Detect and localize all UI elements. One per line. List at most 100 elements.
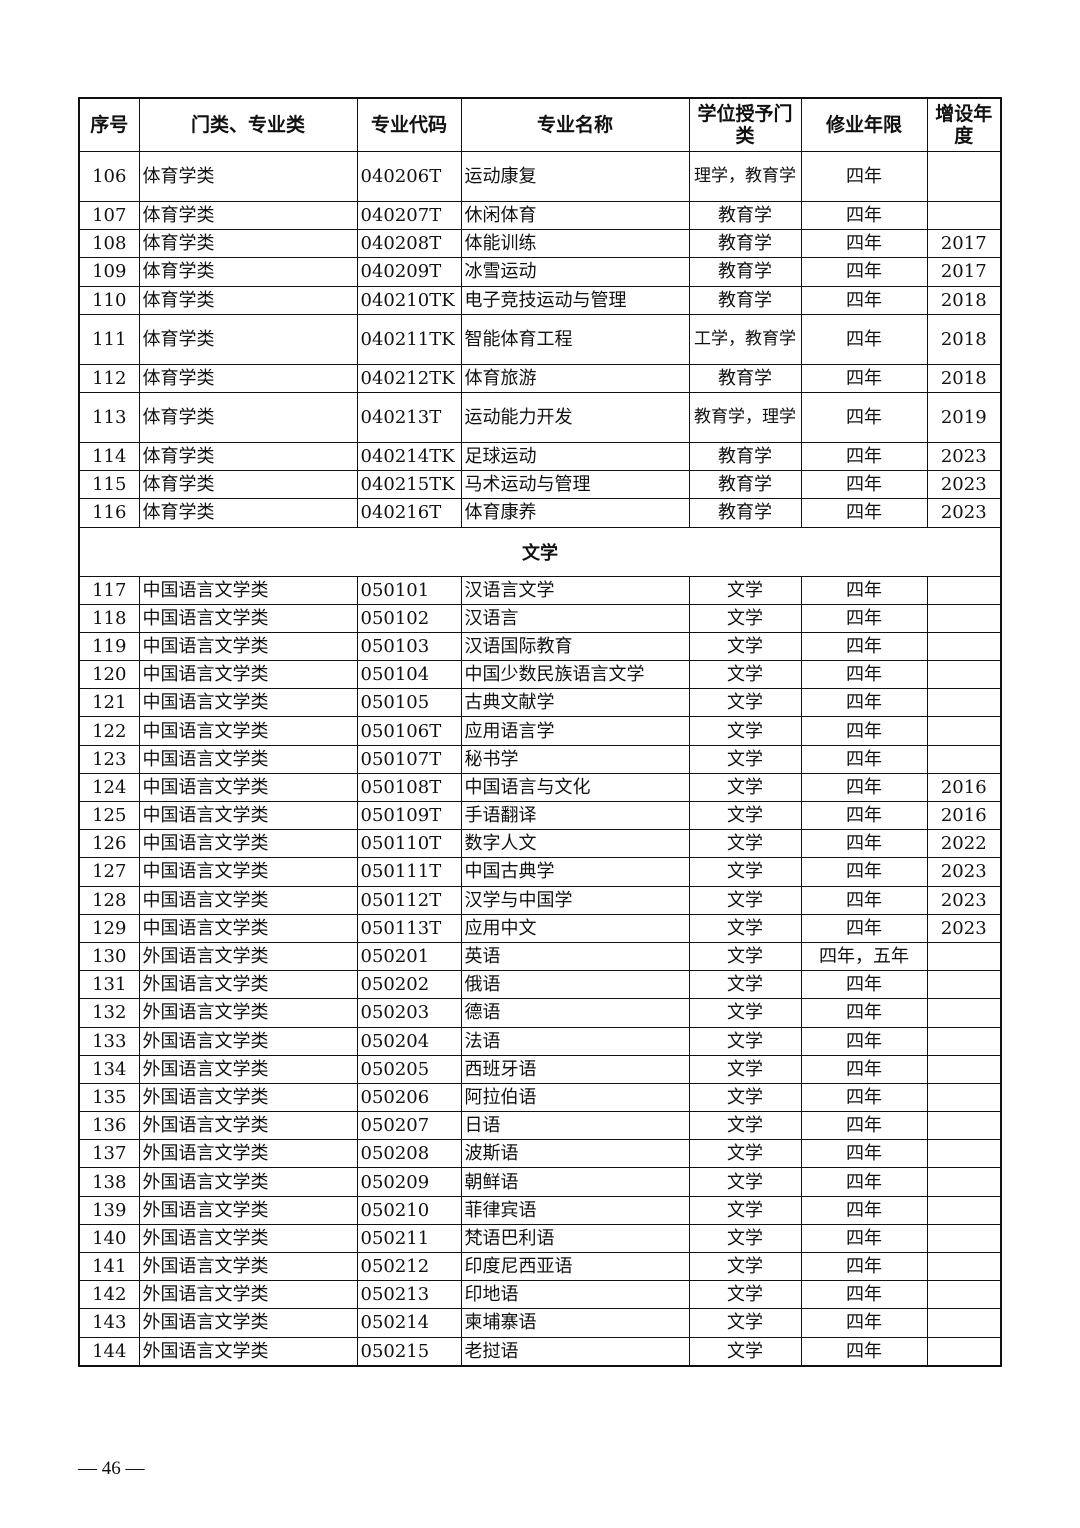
row-index: 144: [78, 1336, 140, 1367]
row-index: 131: [78, 970, 140, 1000]
major-name: 法语: [460, 1026, 690, 1056]
major-code: 050102: [356, 603, 462, 633]
degree: 文学: [688, 1167, 802, 1197]
duration: 四年: [800, 313, 928, 365]
major-name: 马术运动与管理: [460, 470, 690, 500]
duration: 四年: [800, 151, 928, 202]
row-index: 119: [78, 631, 140, 662]
category: 体育学类: [138, 229, 358, 259]
degree: 教育学: [688, 285, 802, 315]
table-row: 114 体育学类 040214TK 足球运动 教育学 四年 2023: [78, 441, 1002, 472]
category: 外国语言文学类: [138, 1251, 358, 1282]
major-code: 050204: [356, 1026, 462, 1056]
major-code: 050212: [356, 1251, 462, 1282]
major-name: 体育康养: [460, 498, 690, 528]
year-added: [926, 1280, 1002, 1310]
year-added: [926, 631, 1002, 662]
major-name: 休闲体育: [460, 200, 690, 231]
category: 中国语言文学类: [138, 913, 358, 943]
degree: 文学: [688, 603, 802, 633]
section-row: 文学: [78, 526, 1002, 577]
major-code: 050201: [356, 941, 462, 972]
major-name: 应用语言学: [460, 716, 690, 746]
category: 中国语言文学类: [138, 716, 358, 746]
major-code: 050211: [356, 1223, 462, 1254]
table-row: 139 外国语言文学类 050210 菲律宾语 文学 四年: [78, 1195, 1002, 1225]
year-added: 2016: [926, 800, 1002, 831]
degree: 文学: [688, 575, 802, 605]
major-code: 050113T: [356, 913, 462, 943]
degree: 文学: [688, 716, 802, 746]
row-index: 129: [78, 913, 140, 943]
duration: 四年: [800, 716, 928, 746]
major-name: 足球运动: [460, 441, 690, 472]
degree: 工学，教育学: [688, 313, 802, 365]
year-added: [926, 941, 1002, 972]
majors-table: 序号 门类、专业类 专业代码 专业名称 学位授予门类 修业年限 增设年度 106…: [78, 97, 1002, 1367]
row-index: 109: [78, 257, 140, 287]
year-added: [926, 1139, 1002, 1169]
major-name: 印地语: [460, 1280, 690, 1310]
year-added: 2016: [926, 772, 1002, 803]
degree: 文学: [688, 913, 802, 943]
row-index: 113: [78, 391, 140, 443]
major-code: 040216T: [356, 498, 462, 528]
degree: 教育学: [688, 470, 802, 500]
row-index: 111: [78, 313, 140, 365]
year-added: [926, 1195, 1002, 1225]
year-added: [926, 716, 1002, 746]
duration: 四年: [800, 660, 928, 690]
year-added: 2022: [926, 829, 1002, 859]
year-added: [926, 1167, 1002, 1197]
duration: 四年: [800, 970, 928, 1000]
major-code: 050111T: [356, 857, 462, 887]
major-name: 运动康复: [460, 151, 690, 202]
year-added: [926, 660, 1002, 690]
row-index: 126: [78, 829, 140, 859]
category: 外国语言文学类: [138, 1280, 358, 1310]
major-code: 040208T: [356, 229, 462, 259]
table-row: 115 体育学类 040215TK 马术运动与管理 教育学 四年 2023: [78, 470, 1002, 500]
row-index: 143: [78, 1308, 140, 1338]
duration: 四年: [800, 441, 928, 472]
duration: 四年: [800, 1111, 928, 1141]
major-code: 050210: [356, 1195, 462, 1225]
category: 中国语言文学类: [138, 660, 358, 690]
degree: 教育学: [688, 257, 802, 287]
year-added: [926, 1308, 1002, 1338]
duration: 四年: [800, 285, 928, 315]
year-added: 2023: [926, 857, 1002, 887]
degree: 文学: [688, 1336, 802, 1367]
table-row: 128 中国语言文学类 050112T 汉学与中国学 文学 四年 2023: [78, 885, 1002, 915]
degree: 理学，教育学: [688, 151, 802, 202]
row-index: 138: [78, 1167, 140, 1197]
table-row: 136 外国语言文学类 050207 日语 文学 四年: [78, 1111, 1002, 1141]
year-added: [926, 1111, 1002, 1141]
row-index: 118: [78, 603, 140, 633]
year-added: 2023: [926, 470, 1002, 500]
row-index: 116: [78, 498, 140, 528]
category: 体育学类: [138, 313, 358, 365]
section-title: 文学: [78, 526, 1002, 577]
table-row: 144 外国语言文学类 050215 老挝语 文学 四年: [78, 1336, 1002, 1367]
table-row: 140 外国语言文学类 050211 梵语巴利语 文学 四年: [78, 1223, 1002, 1254]
row-index: 130: [78, 941, 140, 972]
major-code: 040206T: [356, 151, 462, 202]
table-row: 130 外国语言文学类 050201 英语 文学 四年，五年: [78, 941, 1002, 972]
duration: 四年: [800, 688, 928, 718]
degree: 文学: [688, 631, 802, 662]
table-row: 131 外国语言文学类 050202 俄语 文学 四年: [78, 970, 1002, 1000]
duration: 四年: [800, 1139, 928, 1169]
major-code: 050101: [356, 575, 462, 605]
table-row: 122 中国语言文学类 050106T 应用语言学 文学 四年: [78, 716, 1002, 746]
category: 中国语言文学类: [138, 575, 358, 605]
year-added: [926, 151, 1002, 202]
category: 外国语言文学类: [138, 1167, 358, 1197]
row-index: 121: [78, 688, 140, 718]
duration: 四年: [800, 1308, 928, 1338]
major-code: 050109T: [356, 800, 462, 831]
duration: 四年: [800, 603, 928, 633]
degree: 文学: [688, 857, 802, 887]
major-code: 050110T: [356, 829, 462, 859]
year-added: [926, 575, 1002, 605]
